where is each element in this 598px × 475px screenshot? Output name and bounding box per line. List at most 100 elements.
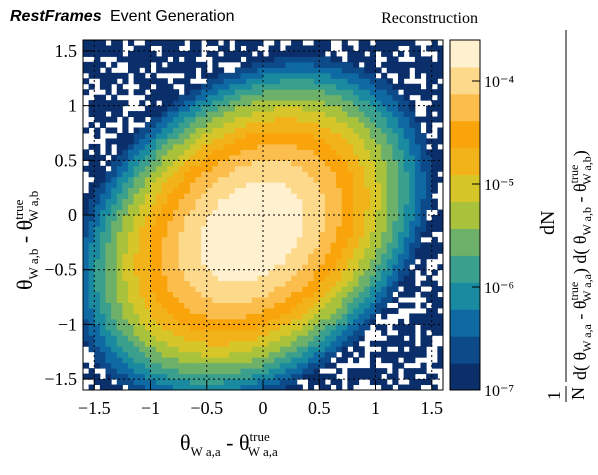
heatmap-cell xyxy=(353,83,360,90)
heatmap-cell xyxy=(268,297,275,303)
heatmap-cell xyxy=(201,132,208,139)
heatmap-cell xyxy=(223,318,230,325)
heatmap-cell xyxy=(274,242,281,249)
heatmap-cell xyxy=(426,160,433,167)
heatmap-cell xyxy=(324,302,331,309)
heatmap-cell xyxy=(218,253,225,260)
heatmap-cell xyxy=(296,220,303,227)
heatmap-cell xyxy=(251,165,258,172)
heatmap-cell xyxy=(234,297,241,303)
heatmap-cell xyxy=(178,61,185,68)
heatmap-cell xyxy=(173,127,180,134)
heatmap-cell xyxy=(330,280,337,287)
heatmap-cell xyxy=(302,247,309,254)
heatmap-cell xyxy=(426,187,433,194)
heatmap-cell xyxy=(285,61,292,68)
heatmap-cell xyxy=(139,100,146,107)
heatmap-cell xyxy=(364,100,371,107)
heatmap-cell xyxy=(184,231,191,238)
heatmap-cell xyxy=(285,242,292,249)
heatmap-cell xyxy=(279,242,286,249)
heatmap-cell xyxy=(414,313,421,320)
heatmap-cell xyxy=(431,269,438,276)
heatmap-cell xyxy=(375,171,382,178)
heatmap-cell xyxy=(313,247,320,254)
heatmap-cell xyxy=(336,329,343,336)
heatmap-cell xyxy=(437,209,443,216)
heatmap-cell xyxy=(268,100,275,107)
heatmap-cell xyxy=(88,111,95,118)
heatmap-cell xyxy=(88,313,95,320)
heatmap-cell xyxy=(167,45,174,52)
heatmap-cell xyxy=(212,132,219,139)
heatmap-cell xyxy=(111,302,118,309)
heatmap-cell xyxy=(285,187,292,194)
heatmap-cell xyxy=(218,220,225,227)
heatmap-cell xyxy=(111,340,118,347)
heatmap-cell xyxy=(189,324,196,331)
heatmap-cell xyxy=(330,264,337,271)
heatmap-cell xyxy=(420,302,427,309)
heatmap-cell xyxy=(99,220,106,227)
heatmap-cell xyxy=(358,302,365,309)
heatmap-cell xyxy=(353,269,360,276)
heatmap-cell xyxy=(364,275,371,282)
heatmap-cell xyxy=(240,187,247,194)
heatmap-cell xyxy=(257,171,264,178)
heatmap-cell xyxy=(189,204,196,211)
heatmap-cell xyxy=(223,182,230,189)
heatmap-cell xyxy=(263,280,270,287)
heatmap-cell xyxy=(178,384,185,390)
heatmap-cell xyxy=(308,187,315,194)
heatmap-cell xyxy=(128,357,135,364)
heatmap-cell xyxy=(218,302,225,309)
heatmap-cell xyxy=(178,193,185,200)
grid-lines xyxy=(83,40,443,390)
heatmap-cell xyxy=(144,340,151,347)
heatmap-cell xyxy=(263,171,270,178)
heatmap-cell xyxy=(111,61,118,68)
heatmap-cell xyxy=(195,357,202,364)
heatmap-cell xyxy=(263,225,270,232)
heatmap-cell xyxy=(234,258,241,265)
heatmap-cell xyxy=(285,182,292,189)
heatmap-cell xyxy=(88,165,95,172)
heatmap-cell xyxy=(358,307,365,314)
heatmap-cell xyxy=(212,264,219,271)
heatmap-cell xyxy=(133,111,140,118)
heatmap-cell xyxy=(223,253,230,260)
heatmap-cell xyxy=(291,61,298,68)
heatmap-cell xyxy=(420,94,427,101)
heatmap-cell xyxy=(353,318,360,325)
heatmap-cell xyxy=(234,362,241,369)
heatmap-cell xyxy=(302,56,309,63)
heatmap-cell xyxy=(302,340,309,347)
heatmap-cell xyxy=(336,100,343,107)
heatmap-cell xyxy=(381,297,388,303)
heatmap-cell xyxy=(251,149,258,156)
heatmap-cell xyxy=(392,40,399,46)
heatmap-cell xyxy=(319,329,326,336)
heatmap-cell xyxy=(173,204,180,211)
heatmap-cell xyxy=(128,373,135,380)
heatmap-cell xyxy=(426,138,433,145)
heatmap-cell xyxy=(381,357,388,364)
heatmap-cell xyxy=(201,291,208,298)
heatmap-cell xyxy=(330,94,337,101)
heatmap-cell xyxy=(392,236,399,243)
heatmap-cell xyxy=(375,154,382,161)
heatmap-cell xyxy=(88,72,95,79)
heatmap-cell xyxy=(375,286,382,293)
heatmap-cell xyxy=(308,324,315,331)
heatmap-cell xyxy=(133,231,140,238)
heatmap-cell xyxy=(302,149,309,156)
heatmap-cell xyxy=(167,105,174,112)
heatmap-cell xyxy=(229,100,236,107)
heatmap-cell xyxy=(195,122,202,128)
heatmap-cell xyxy=(426,171,433,178)
heatmap-cell xyxy=(263,264,270,271)
heatmap-cell xyxy=(341,318,348,325)
heatmap-cell xyxy=(94,187,101,194)
heatmap-cell xyxy=(195,220,202,227)
heatmap-cell xyxy=(234,220,241,227)
